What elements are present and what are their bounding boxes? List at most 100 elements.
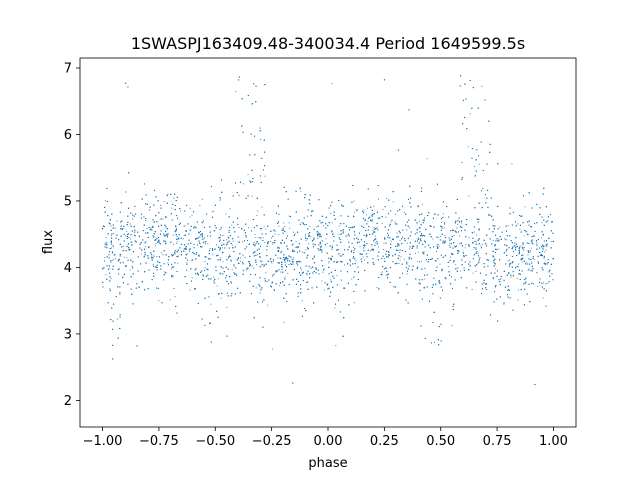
data-point — [547, 282, 549, 284]
data-point — [546, 245, 548, 247]
data-point — [110, 278, 112, 280]
data-point — [176, 243, 178, 245]
data-point — [241, 241, 243, 243]
data-point — [477, 263, 479, 265]
data-point — [245, 269, 247, 271]
data-point — [396, 232, 398, 234]
data-point — [363, 259, 365, 261]
data-point — [409, 248, 411, 250]
data-point — [265, 272, 267, 274]
data-point — [481, 243, 483, 245]
data-point — [495, 268, 497, 270]
data-point — [518, 250, 520, 252]
data-point — [171, 268, 173, 270]
data-point — [543, 282, 545, 284]
data-point — [256, 264, 258, 266]
data-point — [533, 259, 535, 261]
data-point — [450, 256, 452, 258]
data-point — [331, 222, 333, 224]
data-point — [289, 227, 291, 229]
data-point — [399, 239, 401, 241]
data-point — [301, 251, 303, 253]
data-point — [272, 243, 274, 245]
data-point — [435, 251, 437, 253]
data-point — [270, 237, 272, 239]
data-point — [416, 260, 418, 262]
data-point — [471, 288, 473, 290]
data-point — [176, 235, 178, 237]
data-point — [328, 260, 330, 262]
data-point — [129, 223, 131, 225]
data-point — [374, 235, 376, 237]
data-point — [158, 300, 160, 302]
data-point — [244, 256, 246, 258]
data-point — [481, 85, 483, 87]
data-point — [111, 259, 113, 261]
data-point — [125, 235, 127, 237]
data-point — [439, 263, 441, 265]
data-point — [189, 207, 191, 209]
data-point — [306, 215, 308, 217]
data-point — [307, 243, 309, 245]
data-point — [239, 257, 241, 259]
data-point — [432, 238, 434, 240]
data-point — [521, 261, 523, 263]
data-point — [182, 238, 184, 240]
data-point — [146, 228, 148, 230]
data-point — [508, 259, 510, 261]
data-point — [439, 236, 441, 238]
data-point — [116, 220, 118, 222]
data-point — [230, 256, 232, 258]
data-point — [459, 235, 461, 237]
data-point — [111, 234, 113, 236]
data-point — [199, 204, 201, 206]
data-point — [492, 278, 494, 280]
data-point — [131, 265, 133, 267]
data-point — [156, 256, 158, 258]
data-point — [280, 243, 282, 245]
data-point — [511, 163, 513, 165]
data-point — [145, 241, 147, 243]
data-point — [399, 259, 401, 261]
data-point — [426, 158, 428, 160]
data-point — [536, 242, 538, 244]
data-point — [288, 215, 290, 217]
data-point — [385, 274, 387, 276]
data-point — [301, 221, 303, 223]
data-point — [304, 235, 306, 237]
data-point — [523, 235, 525, 237]
data-point — [305, 249, 307, 251]
data-point — [279, 252, 281, 254]
data-point — [212, 254, 214, 256]
data-point — [442, 213, 444, 215]
data-point — [274, 233, 276, 235]
data-point — [517, 299, 519, 301]
data-point — [163, 271, 165, 273]
data-point — [176, 256, 178, 258]
data-point — [177, 217, 179, 219]
data-point — [531, 261, 533, 263]
data-point — [247, 174, 249, 176]
data-point — [385, 216, 387, 218]
data-point — [517, 223, 519, 225]
data-point — [292, 231, 294, 233]
data-point — [354, 302, 356, 304]
data-point — [375, 239, 377, 241]
data-point — [381, 222, 383, 224]
data-point — [123, 245, 125, 247]
data-point — [508, 289, 510, 291]
data-point — [420, 260, 422, 262]
data-point — [394, 221, 396, 223]
data-point — [424, 278, 426, 280]
data-point — [499, 226, 501, 228]
data-point — [351, 278, 353, 280]
data-point — [172, 234, 174, 236]
data-point — [160, 205, 162, 207]
data-point — [398, 262, 400, 264]
data-point — [269, 241, 271, 243]
data-point — [201, 198, 203, 200]
data-point — [122, 261, 124, 263]
data-point — [289, 263, 291, 265]
data-point — [498, 248, 500, 250]
data-point — [289, 255, 291, 257]
